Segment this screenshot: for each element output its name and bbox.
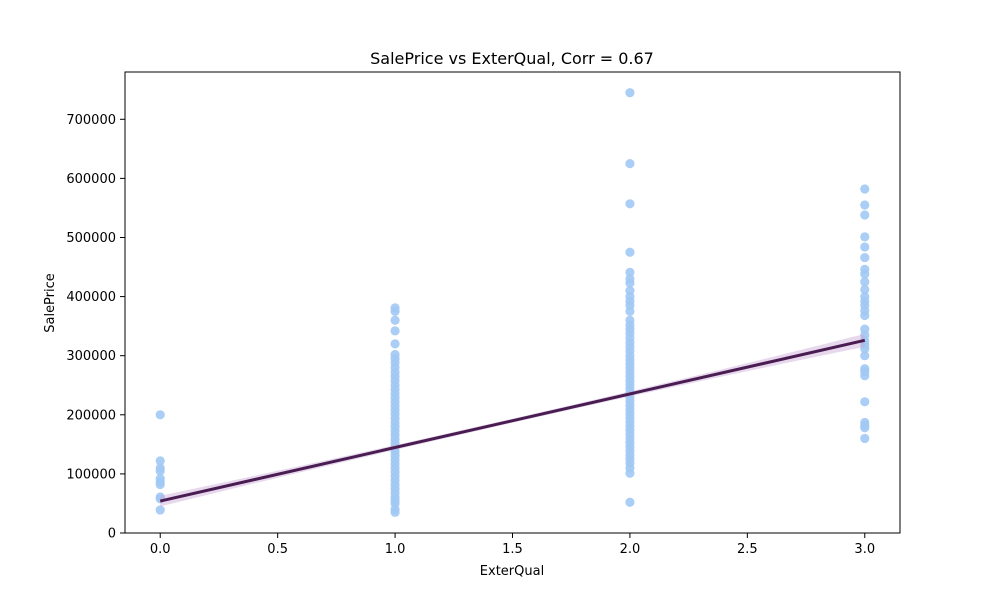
scatter-point xyxy=(860,184,870,194)
scatter-point xyxy=(390,507,400,517)
scatter-point xyxy=(860,433,870,444)
scatter-point xyxy=(625,468,635,478)
scatter-point xyxy=(155,505,165,515)
scatter-point xyxy=(625,267,635,277)
scatter-point xyxy=(860,310,870,321)
y-axis-title: SalePrice xyxy=(43,273,58,333)
scatter-point xyxy=(860,200,870,210)
scatter-point xyxy=(860,242,870,252)
scatter-point xyxy=(625,247,635,257)
y-tick-label: 300000 xyxy=(66,349,116,364)
y-tick-label: 0 xyxy=(108,527,116,542)
scatter-point xyxy=(860,210,870,220)
scatter-point xyxy=(155,410,165,420)
y-tick-label: 200000 xyxy=(66,408,116,423)
scatter-point xyxy=(860,397,870,407)
scatter-point xyxy=(390,315,400,325)
regression-line xyxy=(159,338,866,503)
x-tick-label: 1.5 xyxy=(502,542,523,557)
plot-frame xyxy=(124,71,901,534)
plot-content xyxy=(155,88,870,517)
x-tick-label: 3.0 xyxy=(854,542,875,557)
scatter-point xyxy=(860,232,870,242)
axes: 0.0 0.5 1.0 1.5 2.0 2.5 3.0 0 100000 200000 300000… xyxy=(66,71,901,557)
scatter-point xyxy=(155,479,165,490)
y-tick-label: 400000 xyxy=(66,290,116,305)
scatter-point xyxy=(625,497,635,507)
scatter-point xyxy=(860,371,870,381)
scatter-point xyxy=(625,306,635,316)
scatter-point xyxy=(155,466,165,476)
scatter-point xyxy=(625,199,635,209)
scatter-point xyxy=(860,269,870,279)
scatter-point xyxy=(625,88,635,98)
x-tick-label: 1.0 xyxy=(385,542,406,557)
scatter-point xyxy=(860,277,870,287)
y-tick-label: 600000 xyxy=(66,172,116,187)
scatter-point xyxy=(860,284,870,295)
y-tick-label: 500000 xyxy=(66,231,116,246)
scatter-point xyxy=(625,159,635,169)
y-tick-label: 700000 xyxy=(66,113,116,128)
y-tick-label: 100000 xyxy=(66,467,116,482)
x-tick-label: 0.0 xyxy=(150,542,171,557)
scatter-point xyxy=(860,423,870,433)
x-tick-label: 0.5 xyxy=(267,542,288,557)
x-tick-label: 2.0 xyxy=(620,542,641,557)
scatter-point xyxy=(860,351,870,361)
x-axis-title: ExterQual xyxy=(480,564,544,579)
scatter-point xyxy=(625,278,635,288)
scatter-point xyxy=(390,326,400,336)
scatter-point xyxy=(860,344,870,354)
scatter-point xyxy=(390,306,400,316)
scatter-point xyxy=(390,339,400,349)
scatter-point xyxy=(155,456,165,466)
scatter-point xyxy=(860,252,870,263)
chart-title: SalePrice vs ExterQual, Corr = 0.67 xyxy=(370,49,654,68)
x-tick-label: 2.5 xyxy=(737,542,758,557)
